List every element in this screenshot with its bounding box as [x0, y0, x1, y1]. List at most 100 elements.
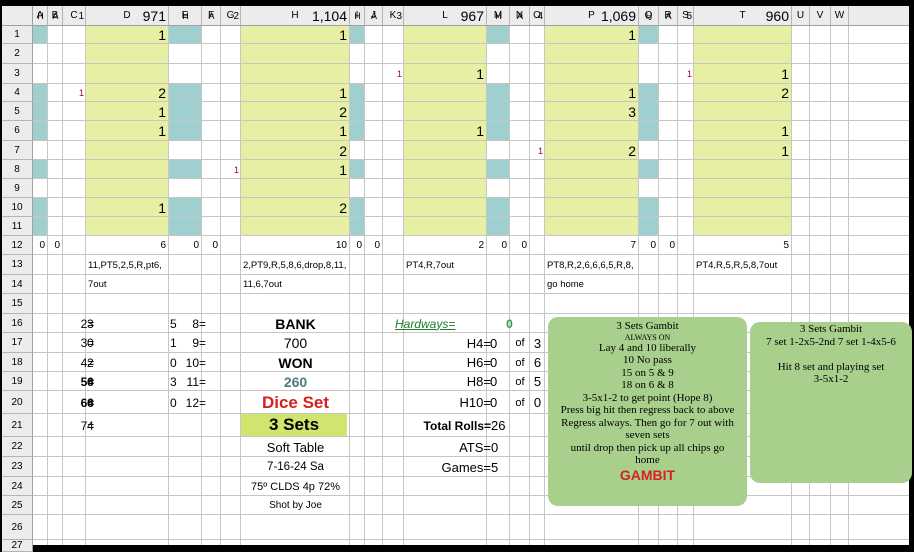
row-header[interactable]: 16	[2, 314, 33, 333]
row-header[interactable]: 7	[2, 141, 33, 160]
column-header[interactable]: G	[221, 6, 241, 26]
roll-count[interactable]: 1	[339, 27, 347, 43]
strategy-note-sets[interactable]: 3 Sets Gambit 7 set 1-2x5-2nd 7 set 1-4x5…	[750, 322, 912, 483]
sets-label[interactable]: 3 Sets	[241, 414, 347, 436]
roll-sequence[interactable]: 11,6,7out	[243, 279, 282, 290]
roll-sequence[interactable]: PT4,R,7out	[406, 259, 455, 271]
row-header[interactable]: 10	[2, 198, 33, 217]
column-total[interactable]: 7	[630, 240, 636, 251]
roll-count[interactable]: 2	[781, 85, 789, 101]
roll-count-value[interactable]: 1	[170, 336, 177, 350]
row-header[interactable]: 8	[2, 160, 33, 179]
column-header[interactable]: H	[241, 6, 350, 26]
roll-sequence[interactable]: go home	[547, 279, 584, 290]
column-header[interactable]: K	[383, 6, 404, 26]
row-header[interactable]: 12	[2, 236, 33, 255]
point-marker[interactable]: 1	[233, 164, 239, 175]
roll-count[interactable]: 1	[781, 142, 789, 159]
row-header[interactable]: 17	[2, 333, 33, 353]
row-header[interactable]: 9	[2, 179, 33, 198]
hardway-value[interactable]: 0	[490, 355, 498, 370]
strategy-note-gambit[interactable]: 3 Sets Gambit ALWAYS ON Lay 4 and 10 liber…	[548, 317, 747, 506]
point-marker[interactable]: 1	[78, 88, 84, 98]
roll-count[interactable]: 3	[628, 103, 636, 120]
hardway-of-value[interactable]: 5	[533, 374, 542, 389]
row-header[interactable]: 22	[2, 437, 33, 457]
column-header[interactable]: O	[530, 6, 545, 26]
ats-value[interactable]: 0	[491, 439, 499, 455]
roll-count-value[interactable]: 3	[170, 374, 177, 389]
roll-count[interactable]: 1	[781, 123, 789, 139]
column-header[interactable]: V	[810, 6, 831, 26]
column-total[interactable]: 6	[160, 240, 166, 251]
roll-sequence[interactable]: PT4,R,5,R,5,8,7out	[696, 259, 778, 271]
column-header[interactable]: C	[63, 6, 86, 26]
point-marker[interactable]: 1	[537, 145, 543, 156]
row-header[interactable]: 24	[2, 477, 33, 496]
row-header[interactable]: 18	[2, 353, 33, 372]
column-total[interactable]: 0	[54, 240, 60, 251]
column-header[interactable]: R	[659, 6, 678, 26]
roll-count[interactable]: 1	[339, 123, 347, 139]
roll-count-value[interactable]: 2	[87, 355, 94, 370]
column-header[interactable]: P	[545, 6, 639, 26]
row-header[interactable]: 6	[2, 121, 33, 141]
roll-count[interactable]: 2	[339, 142, 347, 159]
column-total[interactable]: 0	[650, 240, 656, 251]
row-header[interactable]: 11	[2, 217, 33, 236]
row-header[interactable]: 21	[2, 414, 33, 437]
bank-value[interactable]: 700	[283, 335, 308, 351]
table-type[interactable]: Soft Table	[266, 439, 325, 455]
row-header[interactable]: 2	[2, 44, 33, 64]
roll-count[interactable]: 2	[628, 142, 636, 159]
column-header[interactable]: D	[86, 6, 169, 26]
column-total[interactable]: 0	[212, 240, 218, 251]
row-header[interactable]: 3	[2, 64, 33, 84]
roll-count[interactable]: 2	[339, 199, 347, 216]
shooter[interactable]: Shot by Joe	[269, 500, 322, 511]
column-total[interactable]: 0	[521, 240, 527, 251]
row-header[interactable]: 15	[2, 294, 33, 314]
column-header[interactable]: T	[694, 6, 792, 26]
point-marker[interactable]: 1	[396, 69, 402, 79]
roll-count-value[interactable]: 3	[87, 316, 94, 331]
roll-count[interactable]: 1	[158, 123, 166, 139]
hardway-of-value[interactable]: 6	[533, 355, 542, 370]
column-header[interactable]: U	[792, 6, 810, 26]
roll-sequence[interactable]: 2,PT9,R,5,8,6,drop,8,11,	[243, 259, 347, 271]
roll-count[interactable]: 1	[158, 199, 166, 216]
column-total[interactable]: 5	[783, 240, 789, 251]
column-header[interactable]: B	[48, 6, 63, 26]
won-value[interactable]: 260	[283, 373, 308, 390]
row-header[interactable]: 5	[2, 102, 33, 121]
roll-count[interactable]: 2	[339, 103, 347, 120]
roll-sequence[interactable]: PT8,R,2,6,6,6,5,R,8,	[547, 259, 634, 271]
row-header[interactable]: 1	[2, 26, 33, 44]
hardways-total[interactable]: 0	[506, 316, 513, 331]
column-header[interactable]: L	[404, 6, 487, 26]
roll-count[interactable]: 1	[476, 123, 484, 139]
column-header[interactable]: S	[678, 6, 694, 26]
row-header[interactable]: 26	[2, 515, 33, 540]
column-header[interactable]: I	[350, 6, 365, 26]
hardway-value[interactable]: 0	[490, 335, 498, 351]
roll-count[interactable]: 1	[339, 161, 347, 178]
column-header[interactable]: N	[510, 6, 530, 26]
total-rolls-value[interactable]: 26	[491, 418, 506, 433]
roll-count[interactable]: 1	[476, 66, 484, 82]
column-header[interactable]: J	[365, 6, 383, 26]
column-header[interactable]	[849, 6, 909, 26]
column-total[interactable]: 0	[374, 240, 380, 251]
column-total[interactable]: 0	[356, 240, 362, 251]
roll-count-value[interactable]: 4	[87, 418, 94, 433]
hardway-value[interactable]: 0	[490, 374, 498, 389]
roll-sequence[interactable]: 11,PT5,2,5,R,pt6,	[88, 259, 162, 271]
column-total[interactable]: 10	[335, 240, 347, 251]
column-total[interactable]: 0	[669, 240, 675, 251]
roll-count[interactable]: 1	[158, 27, 166, 43]
column-header[interactable]: M	[487, 6, 510, 26]
row-header[interactable]: 13	[2, 255, 33, 275]
row-header[interactable]: 14	[2, 275, 33, 294]
hardway-value[interactable]: 0	[490, 395, 498, 410]
point-marker[interactable]: 1	[686, 69, 692, 79]
